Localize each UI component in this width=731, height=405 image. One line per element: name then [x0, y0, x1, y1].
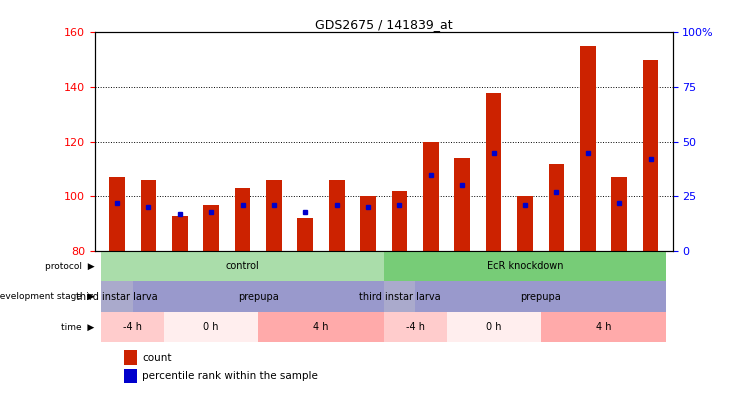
Bar: [102, 281, 133, 312]
Text: percentile rank within the sample: percentile rank within the sample: [143, 371, 318, 381]
Bar: [258, 312, 384, 342]
Text: 0 h: 0 h: [203, 322, 219, 332]
Bar: [455, 158, 470, 251]
Bar: [643, 60, 659, 251]
Bar: [392, 191, 407, 251]
Bar: [517, 196, 533, 251]
Bar: [124, 350, 137, 364]
Bar: [384, 312, 447, 342]
Bar: [102, 312, 164, 342]
Bar: [140, 180, 156, 251]
Bar: [415, 281, 666, 312]
Bar: [360, 196, 376, 251]
Bar: [548, 164, 564, 251]
Text: 4 h: 4 h: [596, 322, 611, 332]
Bar: [447, 312, 541, 342]
Bar: [266, 180, 281, 251]
Text: -4 h: -4 h: [406, 322, 425, 332]
Bar: [384, 251, 666, 281]
Text: 4 h: 4 h: [314, 322, 329, 332]
Text: EcR knockdown: EcR knockdown: [487, 261, 564, 271]
Bar: [298, 218, 313, 251]
Text: third instar larva: third instar larva: [359, 292, 440, 302]
Bar: [235, 188, 251, 251]
Bar: [580, 46, 596, 251]
Text: prepupa: prepupa: [520, 292, 561, 302]
Text: count: count: [143, 353, 172, 362]
Bar: [102, 251, 384, 281]
Text: third instar larva: third instar larva: [76, 292, 158, 302]
Bar: [172, 215, 188, 251]
Bar: [541, 312, 666, 342]
Bar: [329, 180, 344, 251]
Bar: [133, 281, 384, 312]
Text: time  ▶: time ▶: [61, 322, 94, 332]
Bar: [423, 142, 439, 251]
Title: GDS2675 / 141839_at: GDS2675 / 141839_at: [315, 18, 452, 31]
Bar: [164, 312, 258, 342]
Bar: [384, 281, 415, 312]
Text: protocol  ▶: protocol ▶: [45, 262, 94, 271]
Text: 0 h: 0 h: [486, 322, 501, 332]
Bar: [203, 205, 219, 251]
Text: control: control: [226, 261, 260, 271]
Text: prepupa: prepupa: [238, 292, 279, 302]
Text: development stage  ▶: development stage ▶: [0, 292, 94, 301]
Bar: [486, 92, 501, 251]
Bar: [109, 177, 125, 251]
Bar: [124, 369, 137, 383]
Bar: [611, 177, 627, 251]
Text: -4 h: -4 h: [124, 322, 143, 332]
